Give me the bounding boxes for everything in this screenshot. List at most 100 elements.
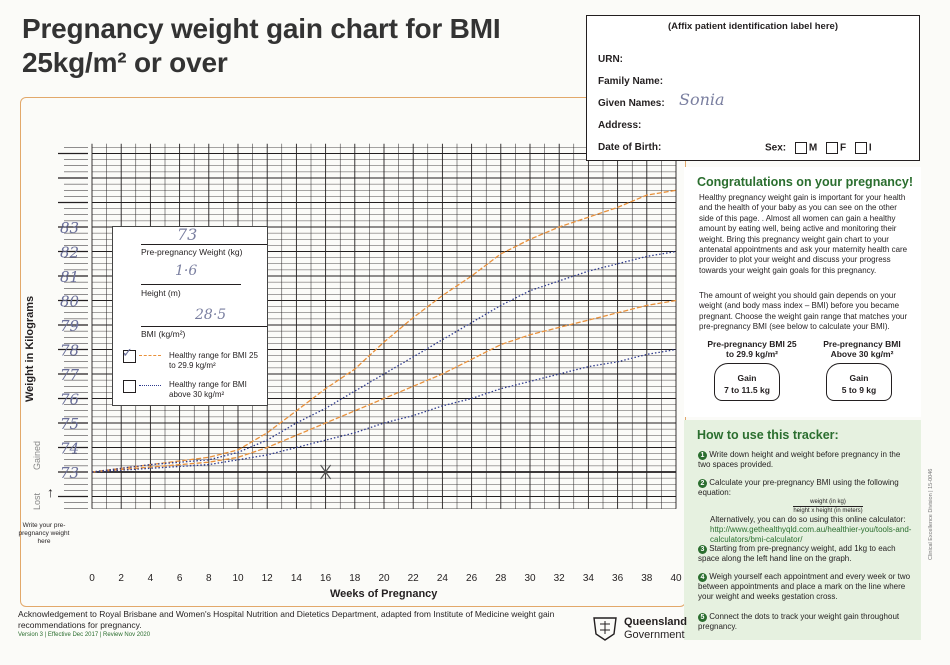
x-tick-label: 38 [641, 573, 653, 584]
handwritten-weight: 75 [60, 415, 79, 433]
sex-i-checkbox[interactable] [854, 142, 867, 154]
howto-alt: Alternatively, you can do so using this … [710, 515, 906, 524]
howto-panel: How to use this tracker: 1 Write down he… [684, 420, 921, 640]
gauge1: Gain 7 to 11.5 kg [714, 363, 780, 401]
gauge2-title: Pre-pregnancy BMI Above 30 kg/m² [823, 339, 901, 359]
formula-numerator: weight (in kg) [793, 498, 863, 507]
x-axis-title: Weeks of Pregnancy [330, 588, 438, 600]
y-write-lines [58, 147, 88, 509]
side-code: Clinical Excellence Division | 15-0046 [928, 468, 934, 560]
x-tick-label: 16 [320, 573, 332, 584]
page-title: Pregnancy weight gain chart for BMI 25kg… [22, 12, 501, 80]
handwritten-weight: 73 [60, 464, 79, 482]
range1-checkbox[interactable] [123, 350, 136, 363]
howto-step-5: 5 Connect the dots to track your weight … [698, 612, 900, 631]
handwritten-weight: 80 [60, 293, 80, 311]
height-line [141, 284, 241, 285]
handwritten-weight: 74 [60, 440, 79, 458]
given-names-label: Given Names: [598, 98, 665, 109]
x-tick-label: 4 [148, 573, 154, 584]
queensland-government-logo: Queensland Government [590, 612, 687, 647]
gauge2-label: Gain [849, 373, 869, 383]
id-box-header: (Affix patient identification label here… [668, 21, 838, 32]
x-tick-label: 2 [118, 573, 124, 584]
bmi-label: BMI (kg/m²) [141, 329, 186, 339]
howto-step-1: 1 Write down height and weight before pr… [698, 450, 901, 469]
range1-tick-icon: ✓ [122, 345, 133, 360]
weight-chart: 0 2 4 6 8 10 12 14 16 18 20 22 24 26 28 30 32 34 36 38 40 73… [58, 143, 682, 584]
x-tick-label: 6 [177, 573, 183, 584]
x-tick-label: 14 [291, 573, 303, 584]
x-tick-label: 22 [408, 573, 420, 584]
howto-step-2: 2 Calculate your pre-pregnancy BMI using… [698, 478, 912, 544]
family-name-label: Family Name: [598, 76, 664, 87]
acknowledgement: Acknowledgement to Royal Brisbane and Wo… [18, 609, 555, 630]
range1-label: Healthy range for BMI 25 to 29.9 kg/m² [169, 351, 258, 370]
x-tick-label: 12 [262, 573, 274, 584]
handwritten-weight: 81 [60, 268, 79, 286]
address-label: Address: [598, 120, 642, 131]
height-label: Height (m) [141, 288, 181, 298]
gauge1-value: 7 to 11.5 kg [724, 385, 770, 395]
pre-pregnancy-details-box: 73 Pre-pregnancy Weight (kg) 1·6 Height … [112, 225, 268, 406]
bmi-line [141, 326, 267, 327]
height-value: 1·6 [175, 263, 198, 279]
x-tick-label: 20 [378, 573, 390, 584]
x-tick-label: 0 [89, 573, 95, 584]
howto-heading: How to use this tracker: [697, 428, 839, 442]
x-tick-labels: 0 2 4 6 8 10 12 14 16 18 20 22 24 26 28 30 32 34 36 38 40 [89, 573, 682, 584]
x-tick-label: 26 [466, 573, 478, 584]
formula-denominator: height x height (in meters) [793, 508, 863, 514]
x-tick-label: 36 [612, 573, 624, 584]
info-panel: Congratulations on your pregnancy! Healt… [684, 167, 921, 417]
weight-line [141, 244, 267, 245]
handwritten-weight: 77 [60, 366, 80, 384]
sex-i-label: I [868, 142, 872, 154]
howto-step-4: 4 Weigh yourself each appointment and ev… [698, 572, 911, 601]
x-tick-label: 10 [232, 573, 244, 584]
title-line-1: Pregnancy weight gain chart for BMI [22, 13, 501, 44]
sex-field: Sex: M F I [765, 142, 872, 154]
x-tick-label: 34 [583, 573, 595, 584]
x-tick-label: 28 [495, 573, 507, 584]
x-tick-label: 8 [206, 573, 212, 584]
sex-f-checkbox[interactable] [826, 142, 839, 154]
range1-swatch [139, 355, 161, 356]
x-tick-label: 18 [349, 573, 361, 584]
sex-f-label: F [840, 142, 847, 154]
logo-text-1: Queensland [624, 616, 687, 628]
series-line [91, 189, 677, 473]
range2-checkbox[interactable] [123, 380, 136, 393]
gauge1-title: Pre-pregnancy BMI 25 to 29.9 kg/m² [707, 339, 797, 359]
handwritten-weight: 82 [60, 244, 79, 262]
weight-value: 73 [177, 225, 198, 244]
handwritten-weight: 78 [60, 342, 79, 360]
bmi-calculator-link[interactable]: http://www.gethealthyqld.com.au/healthie… [710, 525, 912, 544]
sex-label: Sex: [765, 142, 787, 154]
urn-label: URN: [598, 54, 623, 65]
weight-mark [320, 464, 332, 480]
handwritten-weight: 83 [60, 219, 79, 237]
version-info: Version 3 | Effective Dec 2017 | Review … [18, 632, 151, 638]
howto-step-3: 3 Starting from pre-pregnancy weight, ad… [698, 544, 896, 563]
logo-text-2: Government [624, 629, 685, 641]
write-weight-note: Write your pre-pregnancy weight here [18, 522, 70, 545]
range2-label: Healthy range for BMI above 30 kg/m² [169, 380, 247, 399]
lost-label: Lost [32, 492, 42, 510]
gauge1-label: Gain [737, 373, 757, 383]
title-line-2: 25kg/m² or over [22, 47, 228, 78]
series-line [91, 250, 677, 473]
up-arrow-icon: ↑ [47, 484, 54, 500]
range2-swatch [139, 385, 161, 386]
bmi-value: 28·5 [195, 307, 227, 323]
qld-crest-icon [593, 617, 617, 641]
info-paragraph-1: Healthy pregnancy weight gain is importa… [699, 193, 908, 275]
x-tick-label: 30 [524, 573, 536, 584]
info-heading: Congratulations on your pregnancy! [697, 175, 913, 189]
handwritten-weight: 76 [60, 391, 80, 409]
handwritten-weight: 79 [60, 317, 80, 335]
weight-label: Pre-pregnancy Weight (kg) [141, 247, 243, 257]
sex-m-checkbox[interactable] [794, 142, 807, 154]
info-paragraph-2: The amount of weight you should gain dep… [699, 291, 908, 332]
gained-label: Gained [32, 440, 42, 470]
